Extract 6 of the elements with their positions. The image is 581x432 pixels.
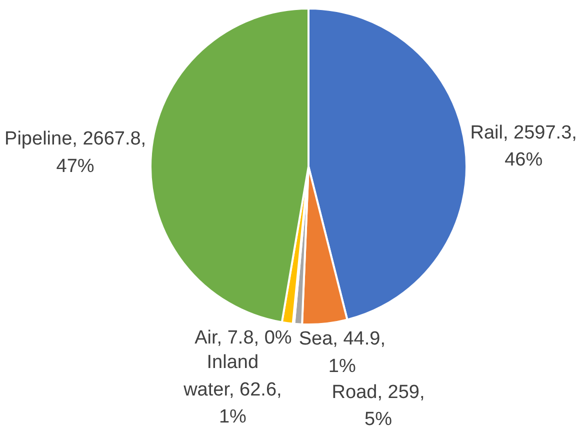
- slice-label: Air, 7.8, 0%: [194, 328, 292, 349]
- slice-label: Pipeline, 2667.8, 47%: [4, 128, 146, 177]
- slice-label: Sea, 44.9, 1%: [298, 328, 386, 377]
- slice-label: Inland water, 62.6, 1%: [182, 352, 282, 428]
- slice-label: Rail, 2597.3, 46%: [470, 122, 577, 171]
- slice-label: Road, 259, 5%: [332, 382, 425, 430]
